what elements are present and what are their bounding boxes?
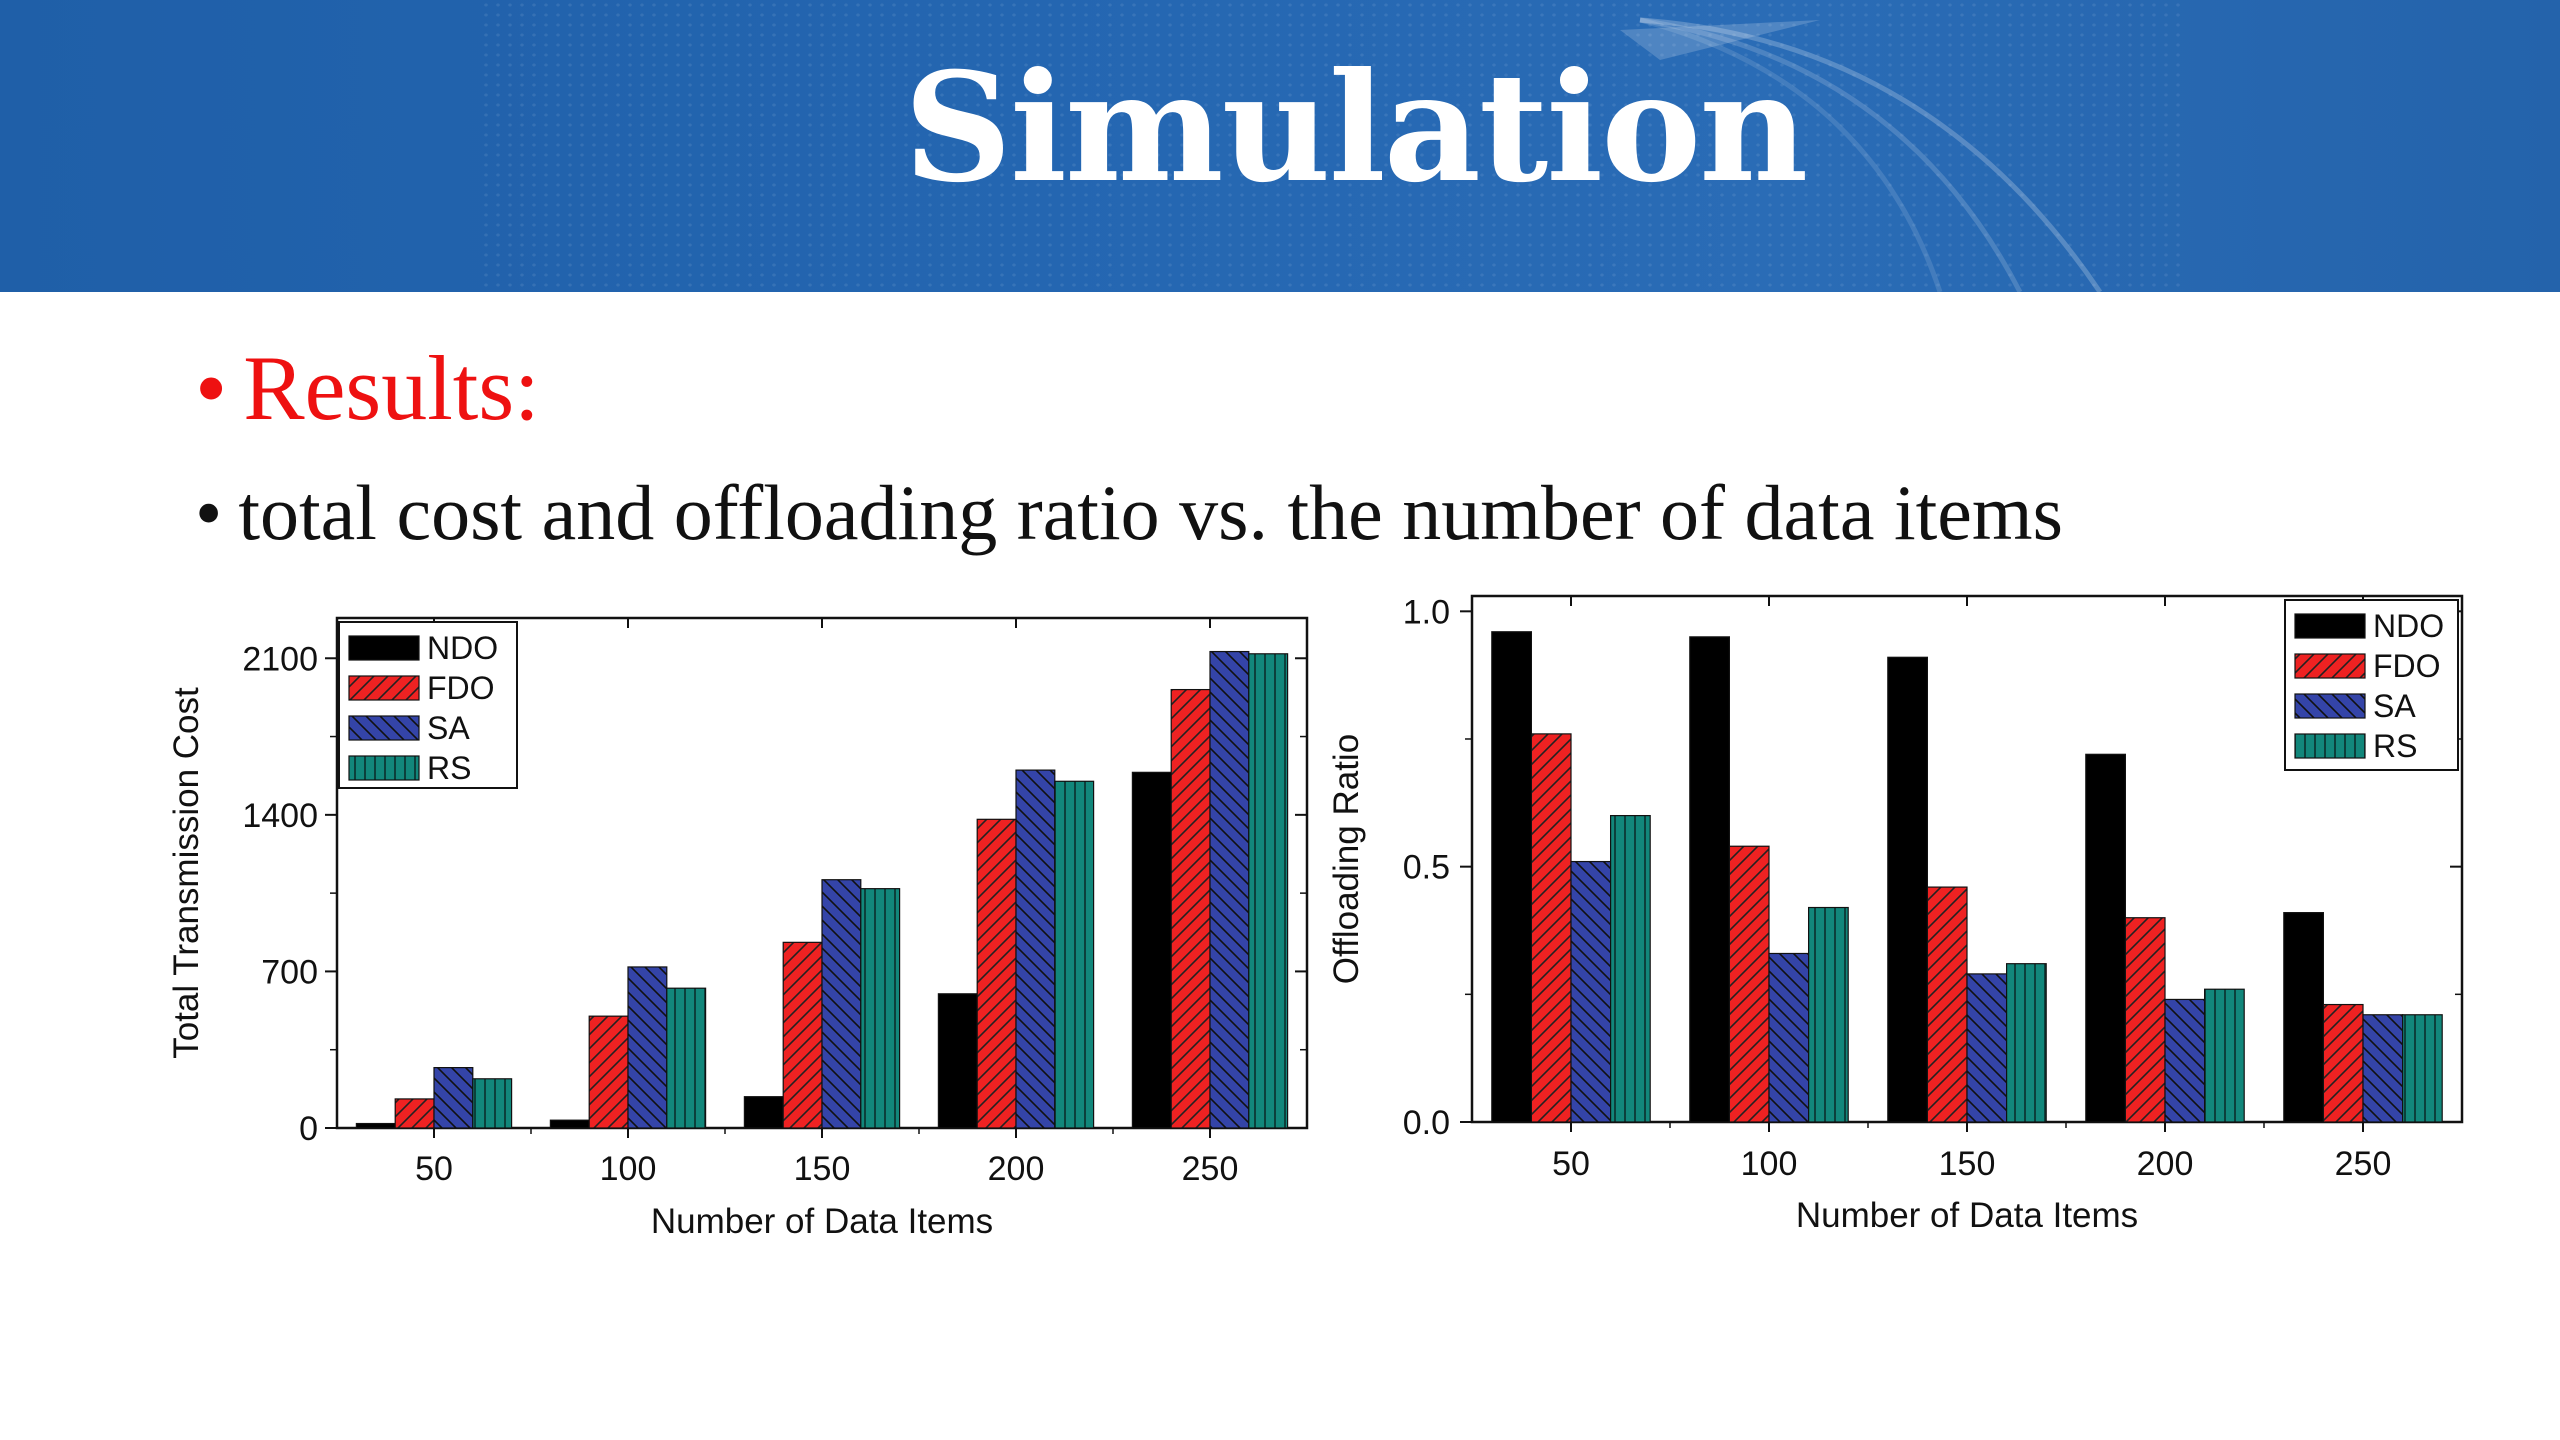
bar-rs-200	[2204, 988, 2245, 1123]
legend-label-sa: SA	[427, 710, 470, 746]
y-tick-label: 2100	[242, 640, 318, 678]
x-tick-label: 50	[415, 1150, 453, 1188]
bar-ndo-100	[549, 1119, 590, 1129]
legend-swatch-ndo	[348, 635, 420, 661]
y-tick-label: 0.0	[1403, 1104, 1450, 1142]
x-tick-label: 100	[1741, 1145, 1798, 1183]
legend-label-ndo: NDO	[427, 630, 498, 666]
bar-fdo-100	[588, 1015, 629, 1129]
bar-rs-100	[666, 987, 707, 1129]
y-axis-title: Total Transmission Cost	[167, 687, 206, 1059]
y-tick-label: 700	[261, 953, 318, 991]
bar-rs-150	[860, 888, 901, 1129]
bar-ndo-250	[1131, 771, 1172, 1129]
slide-header: Simulation	[0, 0, 2560, 292]
bar-fdo-50	[1530, 733, 1572, 1123]
bar-sa-50	[1570, 860, 1612, 1123]
legend-swatch-rs	[2294, 733, 2366, 759]
offloading-ratio-chart: 50 100 150 200 250 0.0 0.5 1.0 Number of Data It…	[1327, 593, 2464, 1235]
x-tick-label: 250	[2335, 1145, 2392, 1183]
results-heading: Results:	[243, 337, 540, 439]
bar-fdo-200	[2124, 917, 2166, 1123]
legend-label-sa: SA	[2373, 688, 2416, 724]
results-bullet: • Results:	[195, 335, 540, 441]
legend-swatch-fdo	[2294, 653, 2366, 679]
bar-sa-50	[433, 1067, 474, 1129]
bar-rs-250	[1248, 653, 1289, 1129]
legend-label-fdo: FDO	[2373, 648, 2441, 684]
bar-ndo-200	[2085, 753, 2127, 1123]
legend-swatch-sa	[2294, 693, 2366, 719]
description-text: total cost and offloading ratio vs. the …	[238, 469, 2063, 556]
bar-sa-200	[1015, 769, 1056, 1129]
total-cost-chart: 50 100 150 200 250 0 700 1400 2100 Number of Data…	[167, 616, 1309, 1241]
bar-sa-200	[2164, 998, 2206, 1123]
bar-ndo-150	[1887, 656, 1929, 1123]
x-tick-label: 100	[600, 1150, 657, 1188]
x-tick-label: 250	[1182, 1150, 1239, 1188]
y-tick-label: 0.5	[1403, 849, 1450, 887]
legend-label-rs: RS	[427, 750, 471, 786]
legend-swatch-rs	[348, 755, 420, 781]
bar-ndo-250	[2283, 912, 2325, 1123]
bar-sa-100	[1768, 952, 1810, 1123]
legend-swatch-sa	[348, 715, 420, 741]
bar-ndo-100	[1689, 636, 1731, 1123]
bar-rs-50	[472, 1078, 513, 1129]
legend-label-fdo: FDO	[427, 670, 495, 706]
legend-swatch-ndo	[2294, 613, 2366, 639]
bar-sa-100	[627, 966, 668, 1129]
x-axis-title: Number of Data Items	[1796, 1196, 2138, 1235]
bar-fdo-50	[394, 1098, 435, 1129]
legend-label-ndo: NDO	[2373, 608, 2444, 644]
bar-fdo-250	[2322, 1003, 2364, 1123]
x-tick-label: 200	[2137, 1145, 2194, 1183]
description-bullet: • total cost and offloading ratio vs. the…	[195, 468, 2063, 558]
bar-ndo-150	[743, 1096, 784, 1129]
x-tick-label: 200	[988, 1150, 1045, 1188]
x-tick-label: 50	[1552, 1145, 1590, 1183]
bar-fdo-150	[782, 941, 823, 1129]
bar-fdo-150	[1926, 886, 1968, 1123]
bar-fdo-250	[1170, 688, 1211, 1129]
bar-ndo-200	[937, 993, 978, 1129]
x-tick-label: 150	[794, 1150, 851, 1188]
bar-rs-250	[2402, 1014, 2443, 1123]
bar-fdo-100	[1728, 845, 1770, 1123]
legend-label-rs: RS	[2373, 728, 2417, 764]
y-axis-title: Offloading Ratio	[1327, 734, 1366, 984]
y-tick-label: 1.0	[1403, 593, 1450, 631]
bullet-dot: •	[195, 337, 228, 439]
bar-fdo-200	[976, 818, 1017, 1129]
bar-rs-150	[2005, 963, 2047, 1123]
bar-ndo-50	[355, 1122, 396, 1129]
bar-rs-100	[1807, 906, 1849, 1123]
y-tick-label: 0	[299, 1110, 318, 1148]
x-axis-title: Number of Data Items	[651, 1202, 993, 1241]
bar-sa-150	[821, 879, 862, 1129]
y-tick-label: 1400	[242, 797, 318, 835]
bar-rs-200	[1054, 780, 1095, 1129]
slide-title: Simulation	[903, 40, 1809, 216]
bar-rs-50	[1609, 814, 1651, 1123]
swoosh-decoration	[1620, 17, 2103, 292]
legend-swatch-fdo	[348, 675, 420, 701]
bar-ndo-50	[1491, 631, 1533, 1123]
bar-sa-250	[2362, 1014, 2404, 1123]
x-tick-label: 150	[1939, 1145, 1996, 1183]
world-map-texture	[480, 0, 2180, 292]
bar-sa-150	[1966, 973, 2008, 1123]
bar-sa-250	[1209, 650, 1250, 1129]
bullet-dot: •	[195, 469, 223, 556]
